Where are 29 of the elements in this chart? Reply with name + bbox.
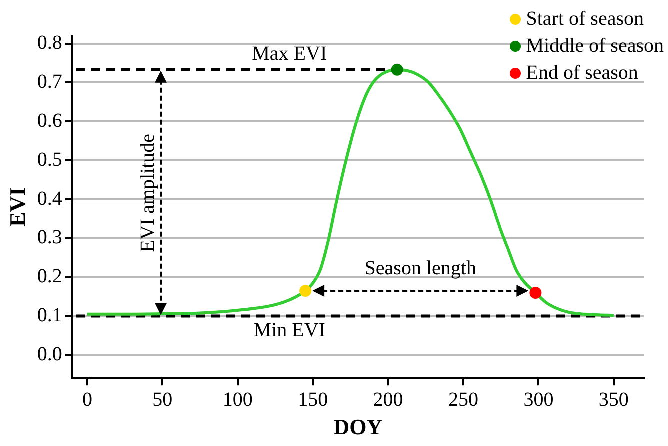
x-tick-label: 250 xyxy=(448,388,478,411)
x-tick-label: 150 xyxy=(298,388,328,411)
ref-line-label: Min EVI xyxy=(254,320,326,342)
x-tick-label: 50 xyxy=(152,388,173,411)
y-tick-label: 0.2 xyxy=(37,266,62,288)
y-tick-label: 0.8 xyxy=(37,32,62,54)
y-tick-label: 0.0 xyxy=(37,343,62,366)
annotation: Season length xyxy=(364,257,476,280)
x-tick-label: 100 xyxy=(222,388,253,411)
x-axis-title: DOY xyxy=(334,414,383,440)
y-tick-label: 0.7 xyxy=(37,70,62,93)
legend-label: Start of season xyxy=(526,7,644,32)
point xyxy=(530,286,542,299)
legend-label: Middle of season xyxy=(526,34,664,59)
y-tick-label: 0.1 xyxy=(37,304,62,327)
y-tick-label: 0.6 xyxy=(37,110,62,132)
y-axis-title: EVI xyxy=(4,188,30,227)
x-tick-label: 0 xyxy=(82,388,92,411)
point xyxy=(300,285,312,298)
legend-label: End of season xyxy=(526,61,638,86)
x-tick-label: 350 xyxy=(598,388,629,411)
annotation: EVI amplitude xyxy=(137,134,160,252)
x-tick-label: 300 xyxy=(524,388,554,411)
point xyxy=(391,64,404,76)
y-tick-label: 0.5 xyxy=(37,148,62,171)
y-tick-label: 0.4 xyxy=(37,188,62,210)
ref-line-label: Max EVI xyxy=(252,43,328,66)
x-tick-label: 200 xyxy=(373,388,404,411)
y-tick-label: 0.3 xyxy=(37,226,62,249)
